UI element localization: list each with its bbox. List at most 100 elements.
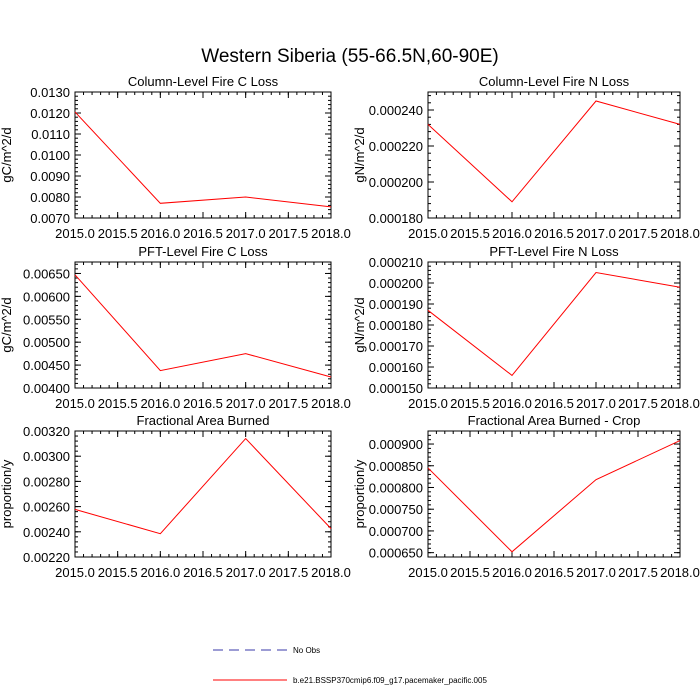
figure-title: Western Siberia (55-66.5N,60-90E) xyxy=(201,46,498,67)
x-tick-label: 2017.5 xyxy=(618,396,658,411)
x-tick-label: 2015.5 xyxy=(98,396,138,411)
x-tick-label: 2015.0 xyxy=(55,226,95,241)
x-tick-label: 2018.0 xyxy=(660,396,700,411)
series-line-1 xyxy=(74,274,332,378)
y-tick-label: 0.00600 xyxy=(23,289,70,304)
x-tick-label: 2018.0 xyxy=(660,565,700,580)
x-tick-label: 2016.5 xyxy=(534,226,574,241)
panel-3: PFT-Level Fire C Loss gC/m^2/d 2015.0 2015.… xyxy=(0,244,351,411)
x-tick-label: 2016.0 xyxy=(492,396,532,411)
x-tick-label: 2017.5 xyxy=(268,396,308,411)
plot-frame xyxy=(74,261,332,389)
y-tick-label: 0.000750 xyxy=(369,502,423,517)
x-tick-label: 2016.0 xyxy=(492,565,532,580)
panel-4: PFT-Level Fire N Loss gN/m^2/d 2015.0 2015.… xyxy=(352,244,700,411)
y-tick-label: 0.00240 xyxy=(23,525,70,540)
y-tick-label: 0.000900 xyxy=(369,437,423,452)
legend: No Obs b.e21.BSSP370cmip6.f09_g17.pacema… xyxy=(213,646,487,685)
y-tick-label: 0.000150 xyxy=(369,381,423,396)
panel-title: Column-Level Fire N Loss xyxy=(479,74,630,89)
y-tick-label: 0.0090 xyxy=(30,169,70,184)
x-tick-label: 2016.5 xyxy=(534,565,574,580)
y-tick-label: 0.0120 xyxy=(30,106,70,121)
x-tick-label: 2017.0 xyxy=(576,226,616,241)
x-tick-label: 2017.0 xyxy=(576,565,616,580)
y-axis-label: gC/m^2/d xyxy=(0,297,14,352)
plot-frame xyxy=(427,91,681,219)
y-tick-label: 0.0080 xyxy=(30,190,70,205)
y-tick-label: 0.00260 xyxy=(23,500,70,515)
series-line-1 xyxy=(427,100,681,203)
x-tick-label: 2017.5 xyxy=(618,226,658,241)
x-tick-label: 2016.0 xyxy=(492,226,532,241)
panel-title: Fractional Area Burned - Crop xyxy=(468,413,641,428)
y-tick-label: 0.00450 xyxy=(23,358,70,373)
x-tick-label: 2015.5 xyxy=(450,565,490,580)
y-tick-label: 0.000190 xyxy=(369,297,423,312)
y-tick-label: 0.000800 xyxy=(369,480,423,495)
x-tick-label: 2015.5 xyxy=(98,226,138,241)
plot-frame xyxy=(74,430,332,558)
y-tick-label: 0.000700 xyxy=(369,524,423,539)
legend-label-model: b.e21.BSSP370cmip6.f09_g17.pacemaker_pac… xyxy=(293,676,487,685)
y-tick-label: 0.0130 xyxy=(30,85,70,100)
y-tick-label: 0.00400 xyxy=(23,381,70,396)
y-axis-label: proportion/y xyxy=(0,459,14,528)
panel-title: PFT-Level Fire N Loss xyxy=(489,244,619,259)
y-tick-label: 0.000200 xyxy=(369,276,423,291)
x-tick-label: 2018.0 xyxy=(311,565,351,580)
plot-frame xyxy=(74,91,332,219)
x-tick-label: 2016.0 xyxy=(140,396,180,411)
plot-frame xyxy=(427,430,681,558)
y-tick-label: 0.00300 xyxy=(23,449,70,464)
x-tick-label: 2016.5 xyxy=(183,226,223,241)
x-tick-label: 2016.0 xyxy=(140,226,180,241)
y-axis-label: proportion/y xyxy=(352,459,367,528)
y-tick-label: 0.000170 xyxy=(369,339,423,354)
x-tick-label: 2018.0 xyxy=(660,226,700,241)
series-line-1 xyxy=(427,271,681,377)
x-tick-label: 2017.0 xyxy=(226,226,266,241)
panel-title: Column-Level Fire C Loss xyxy=(128,74,279,89)
x-tick-label: 2015.5 xyxy=(450,396,490,411)
x-tick-label: 2018.0 xyxy=(311,396,351,411)
x-tick-label: 2017.0 xyxy=(226,565,266,580)
y-tick-label: 0.0070 xyxy=(30,211,70,226)
x-tick-label: 2016.5 xyxy=(534,396,574,411)
x-tick-label: 2017.5 xyxy=(268,226,308,241)
legend-label-no-obs: No Obs xyxy=(293,646,320,655)
y-tick-label: 0.000240 xyxy=(369,103,423,118)
y-tick-label: 0.0100 xyxy=(30,148,70,163)
y-tick-label: 0.000200 xyxy=(369,175,423,190)
y-tick-label: 0.00220 xyxy=(23,550,70,565)
y-axis-label: gC/m^2/d xyxy=(0,127,14,182)
y-tick-label: 0.00550 xyxy=(23,312,70,327)
x-tick-label: 2015.5 xyxy=(98,565,138,580)
y-tick-label: 0.000220 xyxy=(369,139,423,154)
x-tick-label: 2015.0 xyxy=(55,565,95,580)
x-tick-label: 2017.5 xyxy=(618,565,658,580)
y-tick-label: 0.00280 xyxy=(23,474,70,489)
y-tick-label: 0.000180 xyxy=(369,318,423,333)
x-tick-label: 2017.0 xyxy=(226,396,266,411)
x-tick-label: 2015.0 xyxy=(408,226,448,241)
y-tick-label: 0.000650 xyxy=(369,546,423,561)
x-tick-label: 2017.0 xyxy=(576,396,616,411)
x-tick-label: 2017.5 xyxy=(268,565,308,580)
y-tick-label: 0.00650 xyxy=(23,266,70,281)
series-line-1 xyxy=(74,437,332,535)
y-tick-label: 0.000850 xyxy=(369,459,423,474)
x-tick-label: 2015.0 xyxy=(408,396,448,411)
series-line-1 xyxy=(427,440,681,553)
y-axis-label: gN/m^2/d xyxy=(352,297,367,352)
y-tick-label: 0.00500 xyxy=(23,335,70,350)
x-tick-label: 2016.0 xyxy=(140,565,180,580)
panel-6: Fractional Area Burned - Crop proportion/… xyxy=(352,413,700,580)
y-tick-label: 0.00320 xyxy=(23,424,70,439)
x-tick-label: 2016.5 xyxy=(183,565,223,580)
x-tick-label: 2018.0 xyxy=(311,226,351,241)
